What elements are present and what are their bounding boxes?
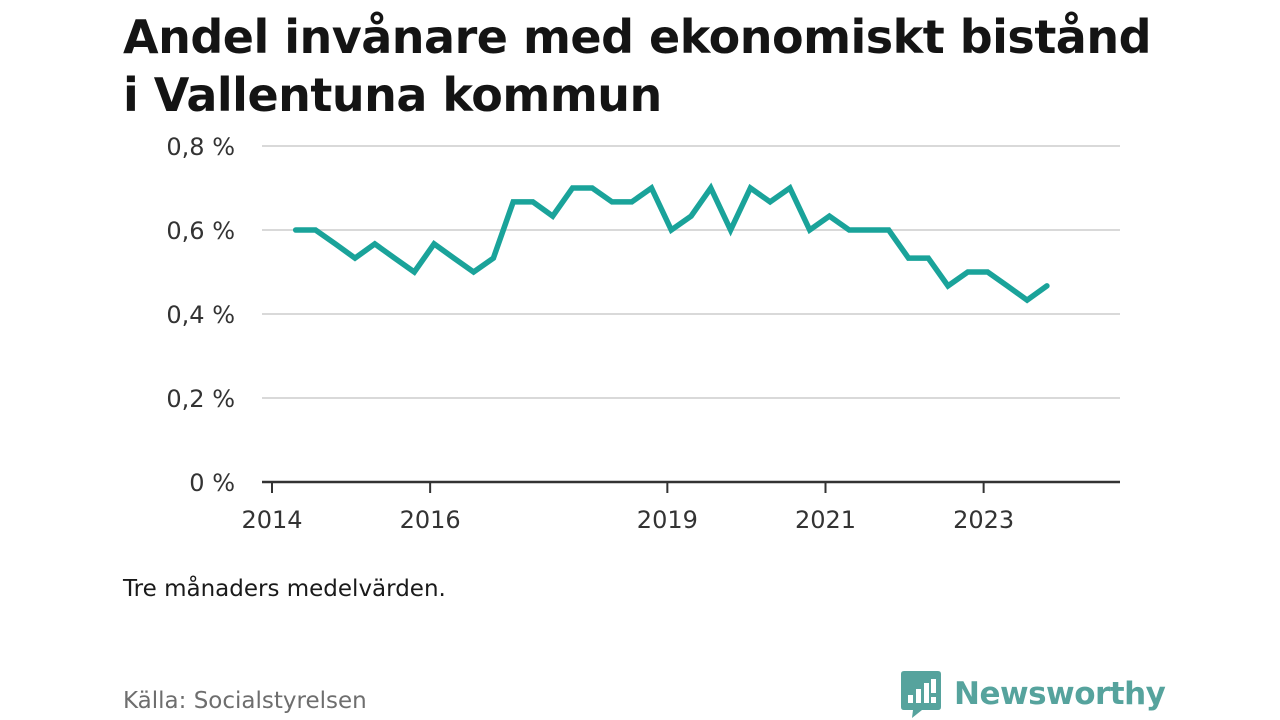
y-tick-label: 0 % [189, 469, 235, 497]
x-tick-label: 2016 [400, 506, 461, 534]
line-chart: 0 % 0,2 % 0,4 % 0,6 % 0,8 % 2014 2016 2019 2021… [166, 133, 1120, 534]
y-tick-label: 0,2 % [166, 385, 235, 413]
x-tick-label: 2023 [953, 506, 1014, 534]
x-axis: 2014 2016 2019 2021 2023 [241, 480, 1120, 534]
chart-title: Andel invånare med ekonomiskt bistånd i … [123, 10, 1152, 122]
series-layer [292, 182, 1050, 304]
x-tick-label: 2021 [795, 506, 856, 534]
y-axis-labels: 0 % 0,2 % 0,4 % 0,6 % 0,8 % [166, 133, 235, 497]
bar-chart-speech-bubble-icon [901, 671, 941, 718]
x-tick-label: 2019 [637, 506, 698, 534]
chart-note: Tre månaders medelvärden. [123, 576, 446, 602]
brand-logo: Newsworthy [900, 668, 1166, 720]
y-tick-label: 0,6 % [166, 217, 235, 245]
grid-lines [262, 145, 1120, 399]
series-line [292, 182, 1050, 304]
source-credit: Källa: Socialstyrelsen [123, 688, 367, 714]
y-tick-label: 0,8 % [166, 133, 235, 161]
x-tick-label: 2014 [241, 506, 302, 534]
brand-name: Newsworthy [954, 676, 1166, 712]
y-tick-label: 0,4 % [166, 301, 235, 329]
